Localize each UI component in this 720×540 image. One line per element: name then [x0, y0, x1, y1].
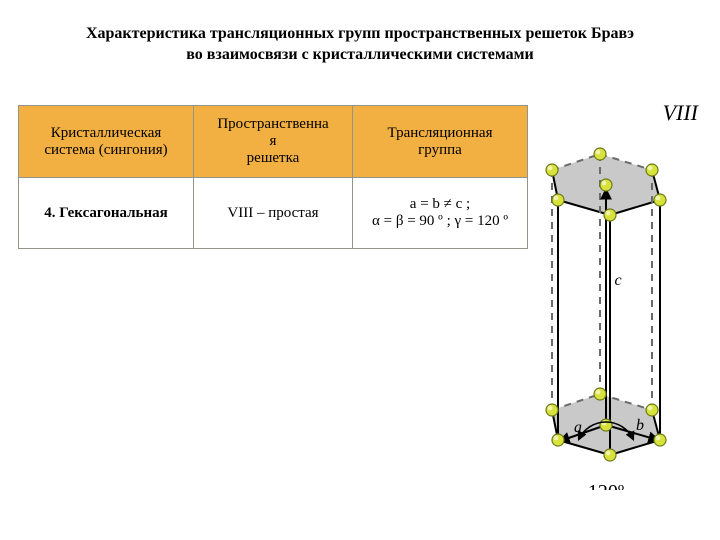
- figure-label-viii: VIII: [663, 100, 698, 126]
- hdr1-l1: Кристаллическая: [51, 125, 162, 141]
- title-line2: во взаимосвязи с кристаллическими систем…: [186, 46, 534, 63]
- lattice-svg: c a b 120º: [500, 110, 700, 490]
- header-col2: Пространственна я решетка: [194, 106, 353, 178]
- page-title: Характеристика трансляционных групп прос…: [40, 24, 680, 66]
- hdr1-l2: система (сингония): [44, 142, 167, 158]
- cell-group-l1: a = b ≠ c ;: [410, 196, 470, 212]
- cell-system-text: 4. Гексагональная: [44, 205, 168, 221]
- hdr2-l3: решетка: [247, 150, 300, 166]
- characteristics-table: Кристаллическая система (сингония) Прост…: [18, 105, 528, 249]
- cell-lattice: VIII – простая: [194, 178, 353, 249]
- hdr2-l1: Пространственна: [217, 116, 328, 132]
- table-header-row: Кристаллическая система (сингония) Прост…: [19, 106, 528, 178]
- lattice-figure: VIII cab120º: [500, 110, 700, 470]
- hdr2-l2: я: [270, 133, 277, 149]
- svg-text:c: c: [614, 272, 621, 289]
- svg-text:b: b: [636, 417, 644, 434]
- title-line1: Характеристика трансляционных групп прос…: [86, 25, 634, 42]
- svg-text:120º: 120º: [588, 481, 624, 490]
- hdr3-l2: группа: [418, 142, 462, 158]
- cell-lattice-text: VIII – простая: [227, 205, 318, 221]
- hdr3-l1: Трансляционная: [388, 125, 493, 141]
- cell-system: 4. Гексагональная: [19, 178, 194, 249]
- header-col1: Кристаллическая система (сингония): [19, 106, 194, 178]
- table-row: 4. Гексагональная VIII – простая a = b ≠…: [19, 178, 528, 249]
- cell-group-l2: α = β = 90 º ; γ = 120 º: [372, 213, 508, 229]
- svg-text:a: a: [574, 419, 582, 436]
